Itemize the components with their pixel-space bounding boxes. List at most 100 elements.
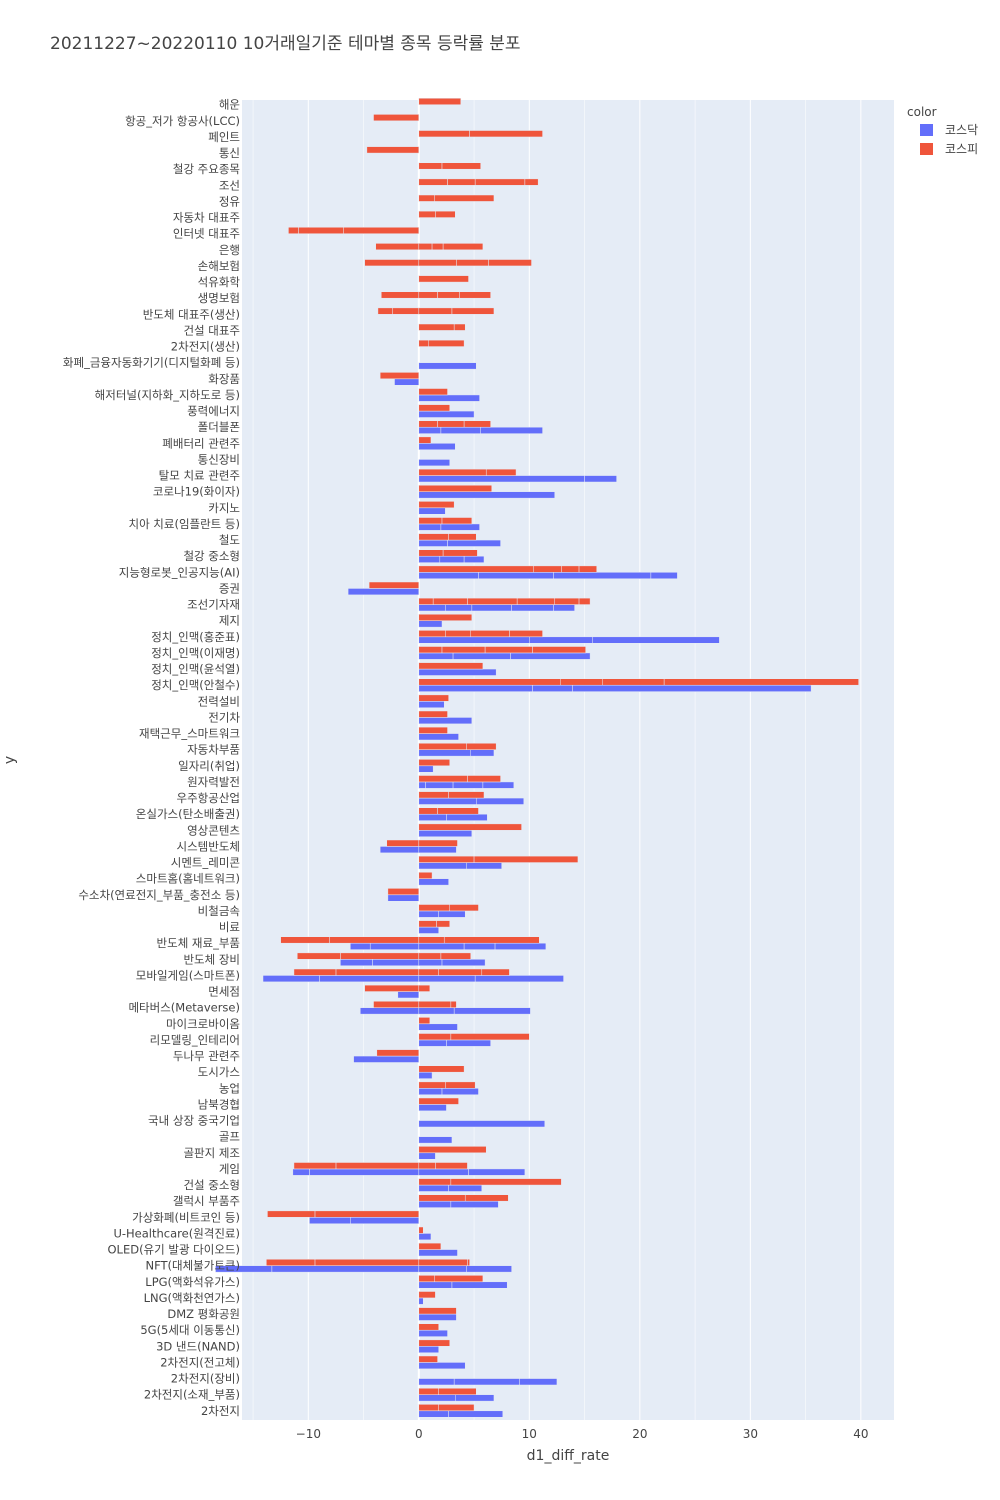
kospi-bar[interactable] <box>418 694 449 702</box>
kospi-bar[interactable] <box>418 210 456 218</box>
kospi-bar[interactable] <box>418 791 485 799</box>
kosdaq-bar[interactable] <box>418 684 812 692</box>
kospi-bar[interactable] <box>364 259 532 267</box>
kosdaq-bar[interactable] <box>347 588 420 596</box>
kosdaq-bar[interactable] <box>418 443 456 451</box>
kosdaq-bar[interactable] <box>397 991 420 999</box>
kospi-bar[interactable] <box>418 275 469 283</box>
kospi-bar[interactable] <box>418 388 448 396</box>
kosdaq-bar[interactable] <box>340 959 486 966</box>
kosdaq-bar[interactable] <box>418 459 451 467</box>
kosdaq-bar[interactable] <box>418 733 459 741</box>
kosdaq-bar[interactable] <box>418 765 434 773</box>
kospi-bar[interactable] <box>418 130 543 138</box>
kospi-bar[interactable] <box>386 839 458 847</box>
kosdaq-bar[interactable] <box>418 781 515 789</box>
kospi-bar[interactable] <box>418 485 492 492</box>
kosdaq-bar[interactable] <box>418 1329 448 1337</box>
kospi-bar[interactable] <box>418 517 473 525</box>
kospi-bar[interactable] <box>293 968 510 976</box>
kospi-bar[interactable] <box>418 1387 477 1395</box>
kosdaq-bar[interactable] <box>418 491 555 499</box>
kospi-bar[interactable] <box>418 646 586 654</box>
kospi-bar[interactable] <box>418 420 491 428</box>
kospi-bar[interactable] <box>418 775 501 783</box>
kosdaq-bar[interactable] <box>418 1200 499 1208</box>
kospi-bar[interactable] <box>418 1081 476 1089</box>
kospi-bar[interactable] <box>418 533 477 541</box>
kosdaq-bar[interactable] <box>418 410 475 418</box>
kospi-bar[interactable] <box>418 630 543 638</box>
kosdaq-bar[interactable] <box>418 1362 466 1370</box>
kospi-bar[interactable] <box>418 726 448 734</box>
kospi-bar[interactable] <box>418 904 479 912</box>
kosdaq-bar[interactable] <box>418 1346 439 1353</box>
kosdaq-bar[interactable] <box>309 1217 420 1224</box>
kosdaq-bar[interactable] <box>418 797 525 805</box>
kosdaq-bar[interactable] <box>418 1233 432 1241</box>
kosdaq-bar[interactable] <box>418 878 449 886</box>
kospi-bar[interactable] <box>418 98 462 105</box>
kospi-bar[interactable] <box>418 323 466 331</box>
kosdaq-bar[interactable] <box>418 668 497 676</box>
kosdaq-bar[interactable] <box>418 1297 424 1305</box>
kospi-bar[interactable] <box>418 178 539 186</box>
kospi-bar[interactable] <box>418 1226 424 1234</box>
kospi-bar[interactable] <box>377 307 495 315</box>
kosdaq-bar[interactable] <box>418 652 591 660</box>
kosdaq-bar[interactable] <box>418 1378 558 1386</box>
kospi-bar[interactable] <box>418 549 478 557</box>
kospi-bar[interactable] <box>418 162 481 170</box>
kospi-bar[interactable] <box>418 1017 431 1025</box>
kosdaq-bar[interactable] <box>418 830 473 838</box>
kospi-bar[interactable] <box>418 1355 438 1363</box>
kosdaq-bar[interactable] <box>418 701 445 709</box>
kospi-bar[interactable] <box>418 1323 439 1331</box>
kosdaq-bar[interactable] <box>418 1104 447 1112</box>
kospi-bar[interactable] <box>418 565 597 573</box>
kosdaq-bar[interactable] <box>379 846 457 854</box>
kospi-bar[interactable] <box>418 1339 451 1347</box>
kosdaq-bar[interactable] <box>418 523 480 531</box>
kosdaq-bar[interactable] <box>418 572 678 580</box>
kosdaq-bar[interactable] <box>418 507 446 515</box>
kosdaq-bar[interactable] <box>418 717 473 725</box>
kosdaq-bar[interactable] <box>418 1184 483 1192</box>
kosdaq-bar[interactable] <box>418 362 477 370</box>
kosdaq-bar[interactable] <box>418 1313 457 1321</box>
kosdaq-bar[interactable] <box>418 604 575 612</box>
kospi-bar[interactable] <box>418 1291 436 1299</box>
kosdaq-bar[interactable] <box>418 539 501 547</box>
kosdaq-bar[interactable] <box>418 1394 495 1402</box>
kospi-bar[interactable] <box>418 1178 562 1186</box>
kospi-bar[interactable] <box>418 339 465 347</box>
kosdaq-bar[interactable] <box>292 1168 526 1176</box>
kosdaq-bar[interactable] <box>418 926 439 934</box>
kospi-bar[interactable] <box>418 436 432 444</box>
kospi-bar[interactable] <box>418 194 495 202</box>
kospi-bar[interactable] <box>380 291 491 299</box>
kospi-bar[interactable] <box>387 888 420 896</box>
kosdaq-bar[interactable] <box>394 378 420 386</box>
kospi-bar[interactable] <box>366 146 420 154</box>
legend-item-kospi[interactable]: 코스피 <box>920 142 978 156</box>
kospi-bar[interactable] <box>418 501 455 509</box>
kospi-bar[interactable] <box>280 936 540 944</box>
kosdaq-bar[interactable] <box>418 1039 491 1047</box>
kospi-bar[interactable] <box>418 742 497 750</box>
kospi-bar[interactable] <box>418 855 579 863</box>
kospi-bar[interactable] <box>418 710 448 718</box>
kosdaq-bar[interactable] <box>418 475 617 483</box>
kospi-bar[interactable] <box>418 807 479 815</box>
kospi-bar[interactable] <box>376 1049 420 1057</box>
kospi-bar[interactable] <box>288 227 420 234</box>
kospi-bar[interactable] <box>418 1404 475 1412</box>
kospi-bar[interactable] <box>364 984 431 992</box>
kosdaq-bar[interactable] <box>359 1007 531 1015</box>
kospi-bar[interactable] <box>373 1000 457 1008</box>
kosdaq-bar[interactable] <box>387 894 420 902</box>
kospi-bar[interactable] <box>418 1146 487 1154</box>
kospi-bar[interactable] <box>418 871 433 879</box>
kosdaq-bar[interactable] <box>418 1088 479 1095</box>
kospi-bar[interactable] <box>418 920 451 928</box>
